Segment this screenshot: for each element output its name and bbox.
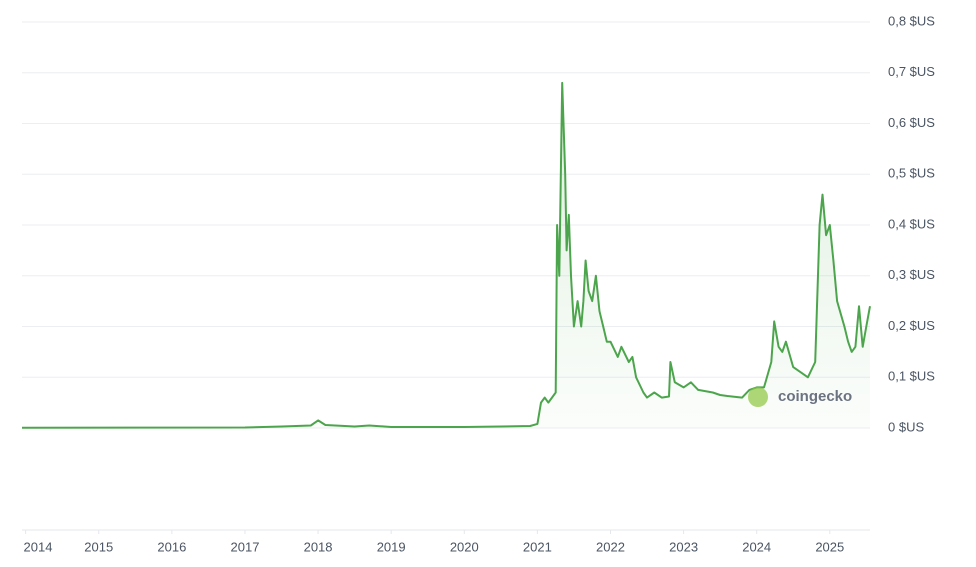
y-tick-label: 0 $US [888,419,924,434]
x-tick-label: 2020 [450,539,479,554]
watermark: coingecko [748,387,852,407]
y-tick-label: 0,6 $US [888,115,935,130]
area [22,82,870,429]
y-tick-label: 0,2 $US [888,318,935,333]
x-tick-label: 2014 [24,539,53,554]
watermark-text: coingecko [778,388,852,405]
x-tick-label: 2022 [596,539,625,554]
y-tick-label: 0,5 $US [888,166,935,181]
y-tick-label: 0,1 $US [888,369,935,384]
x-tick-label: 2025 [815,539,844,554]
y-tick-label: 0,7 $US [888,64,935,79]
x-tick-label: 2017 [231,539,260,554]
y-tick-label: 0,3 $US [888,267,935,282]
x-tick-label: 2015 [84,539,113,554]
x-tick-label: 2019 [377,539,406,554]
y-tick-label: 0,4 $US [888,216,935,231]
x-tick-label: 2021 [523,539,552,554]
x-tick-label: 2023 [669,539,698,554]
price-line [21,81,871,429]
x-tick-label: 2024 [742,539,771,554]
x-tick-label: 2016 [157,539,186,554]
y-tick-label: 0,8 $US [888,13,935,28]
x-tick-label: 2018 [304,539,333,554]
